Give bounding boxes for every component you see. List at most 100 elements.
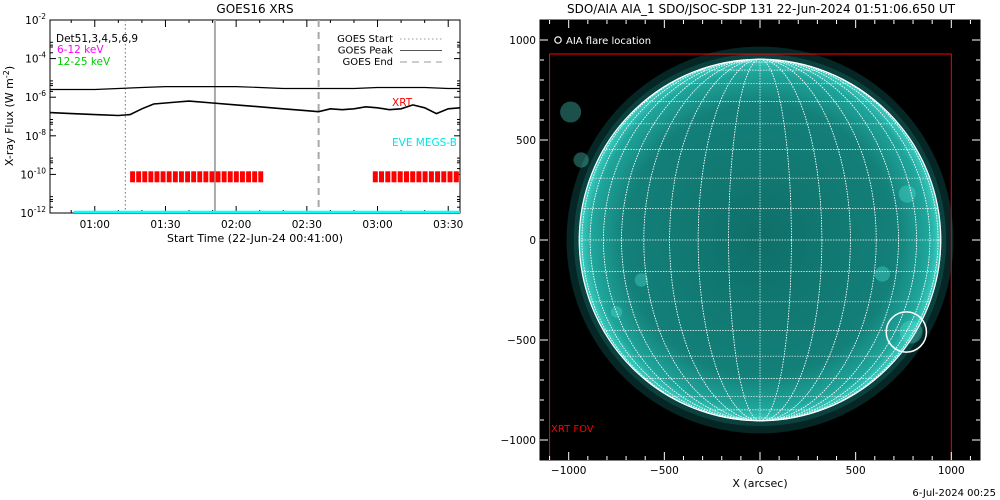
xrt-coverage-bar — [160, 171, 166, 183]
aia-title: SDO/AIA AIA_1 SDO/JSOC-SDP 131 22-Jun-20… — [567, 2, 956, 16]
active-region — [634, 273, 649, 287]
xrt-coverage-bar — [252, 171, 258, 183]
legend-label: GOES Peak — [338, 46, 393, 57]
xrt-coverage-bar — [410, 171, 416, 183]
xrt-coverage-bar — [221, 171, 227, 183]
footer-timestamp: 6-Jul-2024 00:25 — [912, 488, 996, 499]
y-label-sup: -2 — [2, 70, 11, 78]
active-region — [573, 152, 589, 168]
lightcurve-panel: GOES16 XRS 10-12 10-10 10-8 10-6 10-4 10-2 01… — [2, 2, 463, 245]
band-label: 12-25 keV — [57, 56, 111, 68]
y-label-text: X-ray Flux (W m — [3, 78, 16, 166]
aia-y-tick-label: 500 — [516, 135, 536, 147]
y-tick-label: 10-12 — [20, 205, 46, 220]
y-tick-label: 10-6 — [25, 89, 46, 104]
xrt-coverage-bar — [166, 171, 172, 183]
longitude-line — [728, 58, 792, 422]
xrt-coverage-bar — [447, 171, 453, 183]
lightcurve-x-ticks: 01:00 01:30 02:00 02:30 03:00 03:30 — [70, 20, 463, 231]
aia-x-tick-label: 500 — [846, 465, 866, 477]
xrt-coverage-bar — [404, 171, 409, 183]
xrt-coverage-bar — [191, 171, 197, 183]
xrt-coverage-bar — [233, 171, 239, 183]
aia-y-tick-label: 1000 — [509, 35, 536, 47]
xrt-coverage-bar — [246, 171, 251, 183]
x-tick-label: 01:30 — [150, 219, 180, 231]
aia-x-tick-label: −500 — [650, 465, 679, 477]
aia-y-tick-label: −1000 — [500, 435, 536, 447]
y-tick-label: 10-10 — [20, 166, 46, 181]
xrt-fov-label: XRT FOV — [551, 424, 594, 435]
xrt-fov-box — [549, 53, 952, 460]
aia-x-tick-label: −1000 — [551, 465, 587, 477]
band-label: 6-12 keV — [57, 44, 104, 56]
xrt-coverage-bar — [154, 171, 160, 183]
xrt-coverage-bar — [240, 171, 245, 183]
active-region — [560, 101, 582, 123]
xrt-coverage-bar — [372, 171, 378, 183]
series-lower-line — [50, 100, 460, 117]
lightcurve-y-ticks: 10-12 10-10 10-8 10-6 10-4 10-2 — [20, 12, 460, 220]
aia-x-label: X (arcsec) — [732, 477, 787, 490]
xrt-coverage-bar — [130, 171, 135, 183]
aia-x-ticks: −1000 −500 0 500 1000 — [549, 20, 971, 477]
aia-y-ticks: −1000 −500 0 500 1000 — [500, 35, 980, 447]
xrt-coverage-bar — [391, 171, 397, 183]
series-upper-line — [50, 85, 460, 91]
lightcurve-title: GOES16 XRS — [216, 2, 293, 16]
xrt-coverage-bar — [172, 171, 178, 183]
y-tick-label: 10-2 — [25, 12, 46, 27]
active-region — [898, 185, 916, 203]
lightcurve-y-label: X-ray Flux (W m-2) — [2, 66, 16, 166]
x-tick-label: 02:30 — [292, 219, 322, 231]
legend-label: GOES Start — [337, 34, 393, 45]
flare-legend-label: AIA flare location — [566, 36, 651, 47]
xrt-coverage-bar — [397, 171, 403, 183]
xrt-coverage-bar — [185, 171, 190, 183]
y-tick-label: 10-4 — [25, 51, 46, 66]
flare-legend-marker — [554, 36, 562, 44]
xrt-coverage-bar — [422, 171, 428, 183]
aia-y-tick-label: −500 — [507, 335, 536, 347]
y-label-close: ) — [3, 66, 16, 70]
xrt-coverage-bar — [148, 171, 154, 183]
xrt-coverage-bar — [142, 171, 148, 183]
xrt-coverage-bar — [215, 171, 221, 183]
aia-y-tick-label: 0 — [529, 235, 536, 247]
lightcurve-frame — [49, 19, 461, 214]
xrt-coverage-bar — [441, 171, 447, 183]
xrt-coverage-bar — [203, 171, 209, 183]
xrt-coverage-bar — [179, 171, 184, 183]
xrt-coverage-bar — [227, 171, 233, 183]
x-tick-label: 03:00 — [362, 219, 392, 231]
aia-panel: SDO/AIA AIA_1 SDO/JSOC-SDP 131 22-Jun-20… — [500, 2, 981, 490]
legend-label: GOES End — [343, 57, 393, 68]
aia-x-tick-label: 0 — [757, 465, 764, 477]
lightcurve-series — [50, 85, 460, 117]
xrt-coverage-bar — [428, 171, 434, 183]
xrt-label: XRT — [392, 97, 413, 109]
aia-flare-circle — [885, 311, 928, 353]
x-tick-label: 02:00 — [221, 219, 251, 231]
xrt-coverage-bar — [197, 171, 203, 183]
aia-x-tick-label: 1000 — [938, 465, 965, 477]
xrt-coverage-bar — [136, 171, 142, 183]
solar-limb — [578, 58, 942, 422]
xrt-coverage-bar — [379, 171, 384, 183]
xrt-coverage-bar — [209, 171, 215, 183]
goes-markers — [124, 20, 320, 213]
heliographic-grid — [578, 58, 942, 422]
xrt-coverage-bar — [453, 171, 459, 183]
x-tick-label: 03:30 — [433, 219, 463, 231]
instrument-coverage — [73, 171, 460, 213]
xrt-coverage-bar — [416, 171, 422, 183]
active-region — [874, 266, 891, 282]
active-region — [899, 320, 923, 344]
xrt-coverage-bar — [435, 171, 441, 183]
x-tick-label: 01:00 — [80, 219, 110, 231]
xrt-coverage-bar — [385, 171, 391, 183]
xrt-coverage-bar — [258, 171, 264, 183]
